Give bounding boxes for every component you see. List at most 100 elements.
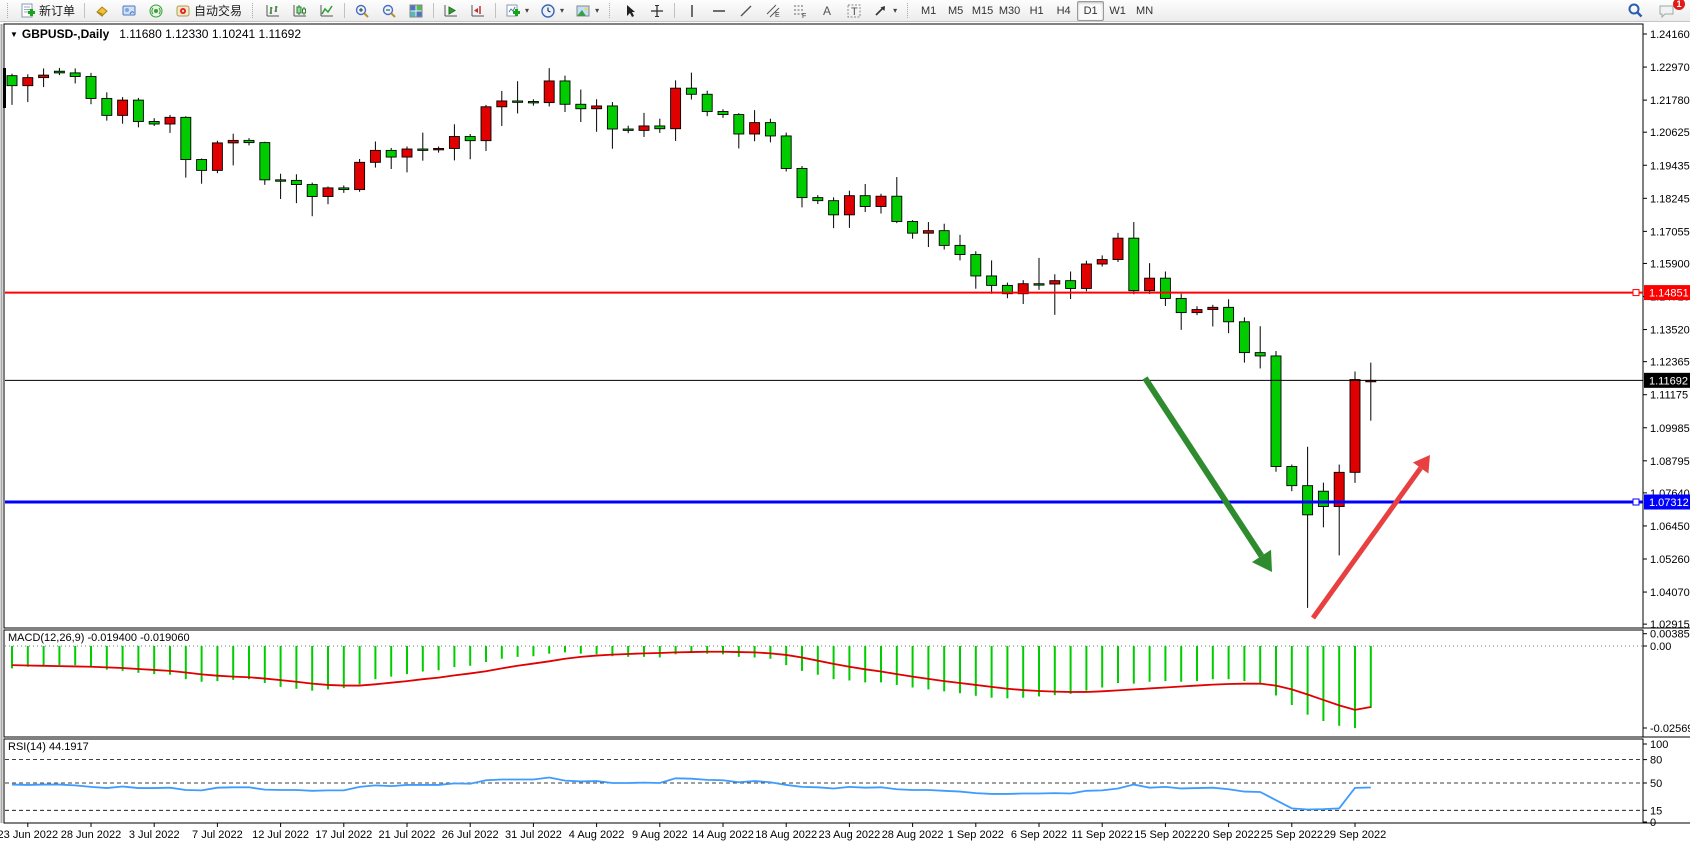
chart-shift-icon — [471, 4, 485, 16]
dropdown-caret: ▾ — [525, 6, 530, 15]
date-label: 23 Jun 2022 — [0, 829, 58, 841]
timeframe-h1-button[interactable]: H1 — [1023, 1, 1050, 21]
candle-body — [512, 100, 524, 103]
candle-body — [1302, 485, 1314, 516]
price-tick-label: 1.20625 — [1650, 127, 1690, 139]
channel-tool-button[interactable]: E — [760, 1, 786, 21]
price-tick-label: 1.08795 — [1650, 456, 1690, 468]
templates-button[interactable]: ▾ — [570, 1, 604, 21]
candle-body — [970, 254, 982, 277]
date-label: 7 Jul 2022 — [192, 829, 243, 841]
chat-badge: 1 — [1673, 0, 1685, 10]
text-label-icon: T — [847, 4, 861, 18]
candle-body — [812, 197, 824, 202]
line-chart-mode-button[interactable] — [314, 1, 340, 21]
rsi-tick-label: 100 — [1650, 739, 1668, 751]
date-label: 12 Jul 2022 — [252, 829, 309, 841]
date-label: 14 Aug 2022 — [692, 829, 754, 841]
profiles-button[interactable] — [116, 1, 142, 21]
timeframe-d1-button[interactable]: D1 — [1077, 0, 1105, 21]
toolbar-separator — [433, 3, 435, 18]
auto-scroll-icon — [444, 4, 458, 16]
dropdown-caret: ▾ — [560, 6, 565, 15]
text-label-tool-button[interactable]: T — [841, 1, 867, 21]
candle-body — [385, 149, 397, 158]
candle-body — [764, 122, 776, 137]
timeframe-h4-button[interactable]: H4 — [1050, 1, 1077, 21]
tile-windows-button[interactable] — [403, 1, 429, 21]
candle-body — [670, 87, 682, 130]
new-order-label: 新订单 — [39, 4, 76, 18]
new-order-button[interactable]: 新订单 — [15, 1, 80, 21]
periods-button[interactable]: ▾ — [535, 1, 569, 21]
zoom-out-button[interactable] — [376, 1, 402, 21]
vertical-line-icon — [691, 4, 693, 17]
autotrading-icon — [176, 5, 190, 16]
bar-chart-icon — [266, 4, 280, 16]
toolbar-separator — [344, 3, 346, 18]
chat-button[interactable]: 1 — [1653, 0, 1685, 21]
price-chart-canvas[interactable]: 1.24160 1.22970 1.21780 1.20625 1.19435 1.182… — [0, 22, 1690, 842]
candle-body — [1159, 277, 1171, 299]
text-tool-button[interactable]: A — [814, 1, 840, 21]
candle-body — [290, 179, 302, 186]
horizontal-line-icon — [713, 9, 726, 12]
styler-icon — [96, 5, 108, 17]
chart-region[interactable]: 1.24160 1.22970 1.21780 1.20625 1.19435 1.182… — [0, 22, 1690, 842]
timeframe-w1-button[interactable]: W1 — [1104, 1, 1131, 21]
trendline-tool-button[interactable] — [733, 1, 759, 21]
vline-tool-button[interactable] — [679, 1, 705, 21]
candle-body — [780, 135, 792, 169]
autotrading-button[interactable]: 自动交易 — [170, 1, 247, 21]
new-chart-button[interactable]: ▾ — [500, 1, 534, 21]
text-icon: A — [823, 4, 831, 18]
candlestick-mode-button[interactable] — [287, 1, 313, 21]
rsi-tick-label: 80 — [1650, 755, 1662, 767]
svg-text:E: E — [775, 12, 780, 19]
candle-body — [733, 114, 745, 135]
search-button[interactable] — [1622, 1, 1649, 21]
timeframe-mn-button[interactable]: MN — [1131, 1, 1158, 21]
timeframe-m5-button[interactable]: M5 — [942, 1, 969, 21]
candle-body — [1033, 283, 1045, 286]
date-label: 23 Aug 2022 — [819, 829, 881, 841]
candle-body — [622, 128, 634, 131]
timeframe-m30-button[interactable]: M30 — [996, 1, 1023, 21]
hline-value: 1.07312 — [1649, 497, 1689, 509]
fibonacci-tool-button[interactable]: F — [787, 1, 813, 21]
candle-body — [180, 116, 192, 161]
candle-body — [1349, 379, 1361, 473]
auto-scroll-button[interactable] — [438, 1, 464, 21]
bar-chart-mode-button[interactable] — [260, 1, 286, 21]
price-tick-label: 1.05260 — [1650, 554, 1690, 566]
chart-shift-button[interactable] — [465, 1, 491, 21]
symbol-dropdown-icon[interactable]: ▼ — [10, 30, 18, 39]
date-label: 9 Aug 2022 — [632, 829, 688, 841]
candle-body — [38, 74, 50, 79]
candle-body — [543, 80, 555, 104]
cursor-tool-button[interactable] — [617, 1, 643, 21]
rsi-tick-label: 15 — [1650, 805, 1662, 817]
main-panel — [3, 23, 1644, 629]
zoom-in-button[interactable] — [349, 1, 375, 21]
clipped-bar — [3, 68, 6, 108]
styler-button[interactable] — [89, 1, 115, 21]
candle-body — [654, 125, 666, 130]
notifications-button[interactable] — [143, 1, 169, 21]
shapes-tool-button[interactable]: ▾ — [868, 1, 902, 21]
candle-body — [638, 125, 650, 131]
date-label: 4 Aug 2022 — [569, 829, 625, 841]
timeframe-m15-button[interactable]: M15 — [969, 1, 996, 21]
date-label: 28 Aug 2022 — [882, 829, 944, 841]
candle-body — [196, 159, 208, 171]
candle-body — [891, 195, 903, 222]
crosshair-tool-button[interactable] — [644, 1, 670, 21]
svg-text:T: T — [851, 6, 858, 18]
hline-tool-button[interactable] — [706, 1, 732, 21]
toolbar-separator — [84, 3, 86, 18]
candle-body — [591, 105, 603, 110]
timeframe-m1-button[interactable]: M1 — [915, 1, 942, 21]
macd-tick-label: 0.00 — [1650, 641, 1671, 653]
date-label: 21 Jul 2022 — [379, 829, 436, 841]
candle-body — [1223, 306, 1235, 323]
